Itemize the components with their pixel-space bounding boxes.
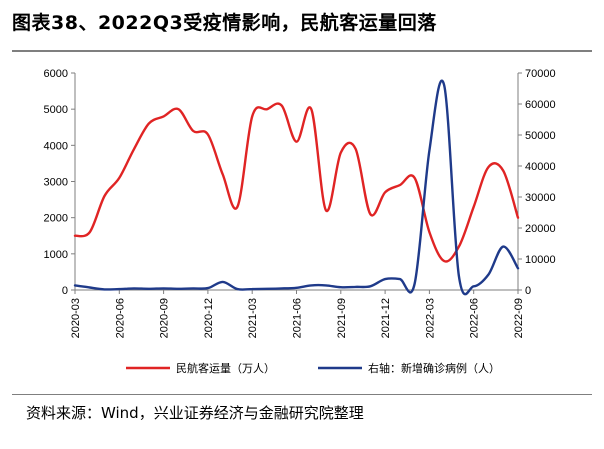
y-left-tick-label: 6000: [44, 68, 68, 80]
x-tick-label: 2022-03: [424, 298, 436, 338]
source-note: 资料来源：Wind，兴业证券经济与金融研究院整理: [26, 404, 364, 422]
y-right-tick-label: 50000: [525, 130, 556, 142]
chart-title: 图表38、2022Q3受疫情影响，民航客运量回落: [12, 12, 437, 34]
y-left-tick-label: 1000: [44, 249, 68, 261]
x-tick-label: 2022-09: [513, 298, 525, 338]
x-tick-label: 2020-03: [70, 298, 82, 338]
chart-axes: 0100020003000400050006000010000200003000…: [44, 68, 556, 338]
x-tick-label: 2020-09: [159, 298, 171, 338]
y-left-tick-label: 2000: [44, 213, 68, 225]
legend-label-left: 民航客运量（万人）: [176, 361, 275, 375]
x-tick-label: 2021-06: [292, 298, 304, 338]
x-tick-label: 2020-12: [203, 298, 215, 338]
x-tick-label: 2021-12: [380, 298, 392, 338]
y-right-tick-label: 70000: [525, 68, 556, 80]
y-left-tick-label: 5000: [44, 104, 68, 116]
y-right-tick-label: 40000: [525, 161, 556, 173]
y-left-tick-label: 0: [62, 285, 68, 297]
y-left-tick-label: 4000: [44, 140, 68, 152]
legend-label-right: 右轴：新增确诊病例（人）: [368, 361, 500, 375]
y-right-tick-label: 0: [525, 285, 531, 297]
x-tick-label: 2021-03: [247, 298, 259, 338]
y-right-tick-label: 20000: [525, 223, 556, 235]
x-tick-label: 2020-06: [114, 298, 126, 338]
series-line-new-cases: [73, 79, 520, 296]
source-rule: [12, 394, 592, 395]
x-tick-label: 2022-06: [469, 298, 481, 338]
y-right-tick-label: 10000: [525, 254, 556, 266]
title-rule: [12, 50, 592, 52]
y-left-tick-label: 3000: [44, 177, 68, 189]
x-tick-label: 2021-09: [336, 298, 348, 338]
series-line-passenger-volume: [73, 102, 520, 263]
chart-legend: 民航客运量（万人） 右轴：新增确诊病例（人）: [126, 361, 500, 375]
chart-series-layer: [73, 79, 520, 296]
y-right-tick-label: 60000: [525, 99, 556, 111]
y-right-tick-label: 30000: [525, 192, 556, 204]
